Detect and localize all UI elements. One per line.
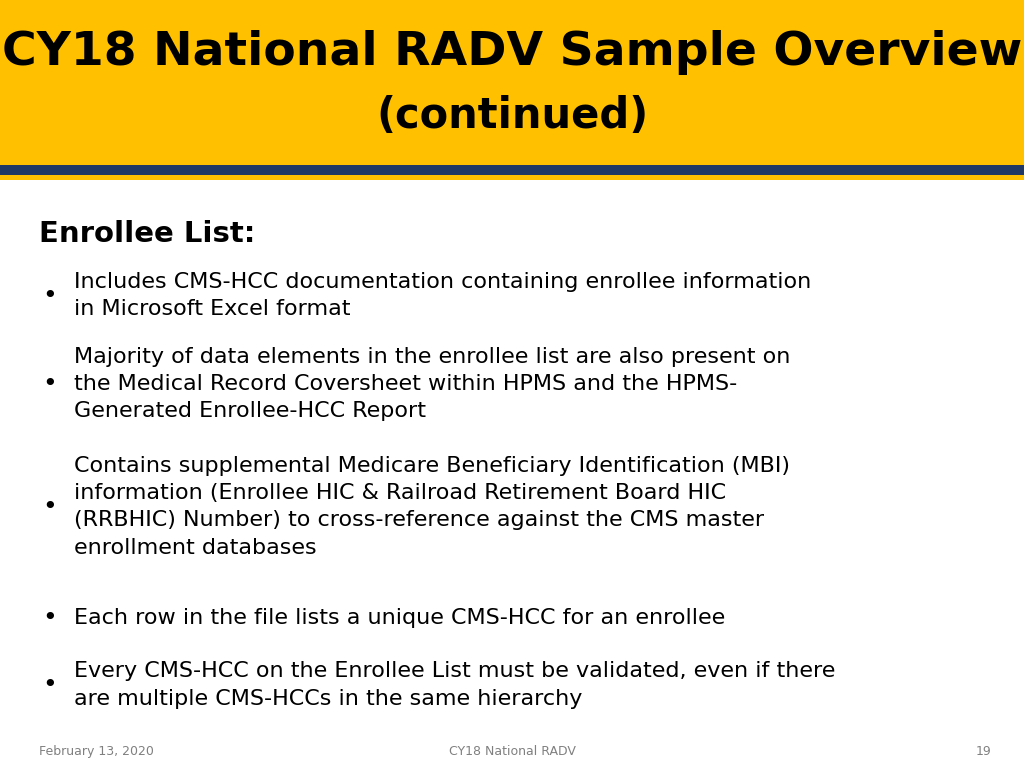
Text: Includes CMS-HCC documentation containing enrollee information
in Microsoft Exce: Includes CMS-HCC documentation containin… — [74, 272, 811, 319]
Text: Majority of data elements in the enrollee list are also present on
the Medical R: Majority of data elements in the enrolle… — [74, 347, 791, 421]
Text: Enrollee List:: Enrollee List: — [39, 220, 255, 248]
Text: 19: 19 — [976, 745, 991, 757]
Text: February 13, 2020: February 13, 2020 — [39, 745, 154, 757]
Bar — [0, 175, 1024, 180]
Text: •: • — [42, 283, 56, 308]
Text: CY18 National RADV Sample Overview: CY18 National RADV Sample Overview — [2, 31, 1022, 75]
Text: (continued): (continued) — [376, 94, 648, 137]
Text: Each row in the file lists a unique CMS-HCC for an enrollee: Each row in the file lists a unique CMS-… — [74, 608, 725, 628]
Text: •: • — [42, 673, 56, 697]
Text: CY18 National RADV: CY18 National RADV — [449, 745, 575, 757]
Bar — [0, 165, 1024, 175]
Text: •: • — [42, 495, 56, 519]
Text: Every CMS-HCC on the Enrollee List must be validated, even if there
are multiple: Every CMS-HCC on the Enrollee List must … — [74, 661, 836, 709]
Text: Contains supplemental Medicare Beneficiary Identification (MBI)
information (Enr: Contains supplemental Medicare Beneficia… — [74, 456, 790, 558]
Text: •: • — [42, 606, 56, 631]
Bar — [0, 0, 1024, 165]
Text: •: • — [42, 372, 56, 396]
